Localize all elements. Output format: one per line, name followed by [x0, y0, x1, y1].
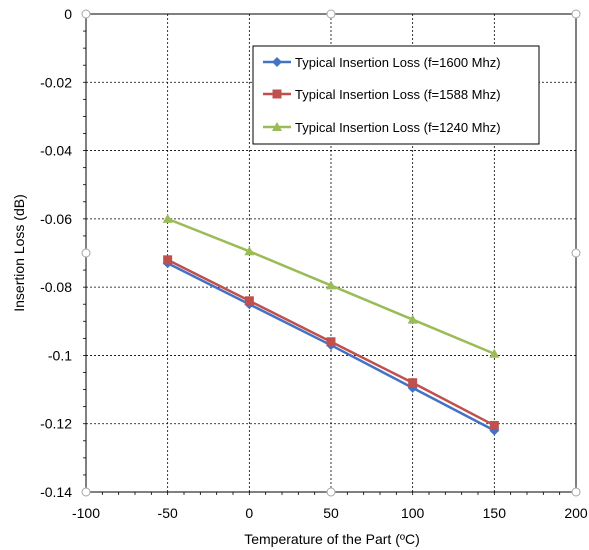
series-2 [162, 213, 500, 358]
y-tick-label: -0.06 [40, 211, 72, 227]
legend-label: Typical Insertion Loss (f=1240 Mhz) [295, 120, 501, 135]
data-point-triangle [244, 246, 255, 256]
data-point-square [326, 337, 336, 347]
data-point-square [163, 255, 173, 265]
data-point-triangle [407, 314, 418, 324]
data-point-diamond [272, 57, 282, 67]
y-tick-label: -0.04 [40, 143, 72, 159]
series-layer [162, 213, 500, 436]
x-tick-label: -50 [158, 505, 178, 521]
y-tick-label: 0 [64, 6, 72, 22]
y-tick-label: -0.08 [40, 279, 72, 295]
x-tick-label: 150 [483, 505, 507, 521]
legend-entry: Typical Insertion Loss (f=1588 Mhz) [263, 87, 501, 102]
y-tick-label: -0.1 [48, 347, 72, 363]
x-axis-title: Temperature of the Part (ºC) [244, 531, 420, 547]
series-1 [163, 255, 499, 430]
x-tick-label: 100 [401, 505, 425, 521]
legend-entry: Typical Insertion Loss (f=1600 Mhz) [263, 55, 501, 70]
data-point-triangle [162, 213, 173, 223]
y-tick-label: -0.12 [40, 416, 72, 432]
y-tick-label: -0.02 [40, 74, 72, 90]
data-point-square [272, 89, 282, 99]
legend-entry: Typical Insertion Loss (f=1240 Mhz) [263, 120, 501, 135]
data-point-square [408, 378, 418, 388]
data-point-triangle [489, 348, 500, 358]
resize-handle[interactable] [81, 9, 91, 19]
legend-box [252, 45, 540, 145]
resize-handle[interactable] [81, 487, 91, 497]
x-tick-label: 0 [245, 505, 253, 521]
resize-handle[interactable] [571, 248, 581, 258]
data-point-square [244, 296, 254, 306]
y-tick-label: -0.14 [40, 484, 72, 500]
resize-handle[interactable] [571, 9, 581, 19]
data-point-triangle [326, 280, 336, 290]
resize-handle[interactable] [81, 248, 91, 258]
legend-label: Typical Insertion Loss (f=1600 Mhz) [295, 55, 501, 70]
x-tick-label: 200 [564, 505, 588, 521]
legend-label: Typical Insertion Loss (f=1588 Mhz) [295, 87, 501, 102]
x-tick-label: 50 [323, 505, 339, 521]
axis-layer: -100 -50 0 50 100 150 200 0 -0.02 -0.04 -0.06 -0.08… [40, 6, 588, 521]
data-point-triangle [272, 122, 282, 131]
y-axis-title: Insertion Loss (dB) [11, 194, 27, 312]
resize-handle[interactable] [571, 487, 581, 497]
resize-handle[interactable] [326, 9, 336, 19]
legend: Typical Insertion Loss (f=1600 Mhz) Typic… [252, 45, 540, 145]
selection-handles[interactable] [81, 9, 581, 497]
x-tick-label: -100 [72, 505, 100, 521]
resize-handle[interactable] [326, 487, 336, 497]
data-point-square [489, 420, 499, 430]
